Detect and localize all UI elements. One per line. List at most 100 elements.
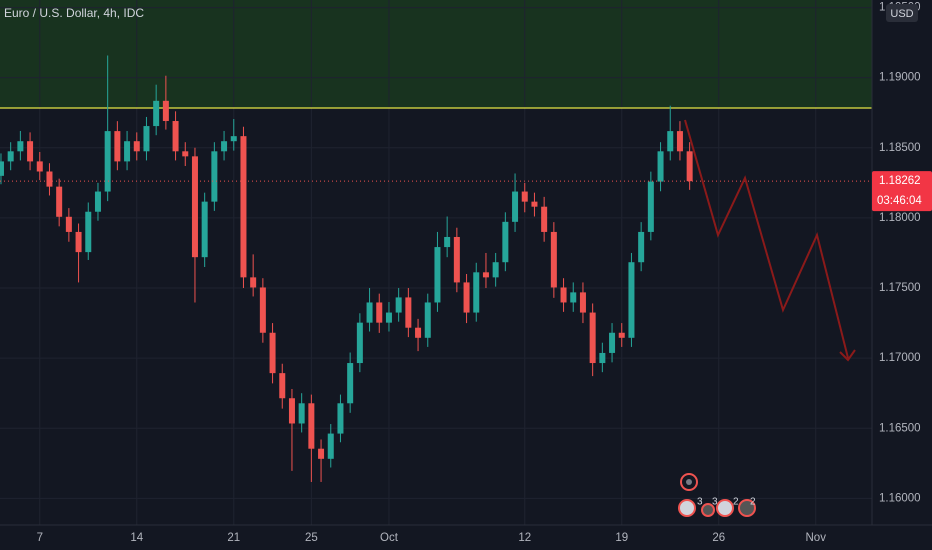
candle-body	[444, 236, 451, 248]
candle-body	[415, 327, 422, 338]
y-tick-label: 1.18500	[879, 142, 921, 154]
candle-body	[657, 151, 664, 182]
candle-body	[482, 272, 489, 278]
x-tick-label: Nov	[806, 532, 827, 544]
x-tick-label: 26	[712, 532, 725, 544]
candle-body	[46, 171, 53, 187]
candle-body	[463, 282, 470, 313]
event-icon[interactable]	[738, 499, 756, 517]
candle-body	[560, 287, 567, 303]
event-count: 3	[697, 497, 703, 508]
candle-body	[85, 211, 92, 253]
candle-body	[570, 292, 577, 303]
projection-arrow	[839, 349, 856, 362]
candle-body	[647, 181, 654, 232]
event-icon[interactable]	[678, 499, 696, 517]
candle-body	[628, 262, 635, 338]
candle-body	[65, 216, 72, 232]
plot	[0, 55, 872, 482]
resistance-zone	[0, 0, 872, 108]
x-tick-label: 19	[615, 532, 628, 544]
candle-body	[473, 272, 480, 313]
chart-title: Euro / U.S. Dollar, 4h, IDC	[4, 6, 144, 20]
candle-body	[133, 141, 140, 152]
candle-body	[405, 297, 412, 328]
event-count: 2	[733, 497, 739, 508]
currency-label[interactable]: USD	[890, 8, 913, 20]
last-price-box	[872, 171, 932, 212]
events: 3 3 2 2	[678, 473, 756, 517]
candle-body	[201, 201, 208, 258]
candle-body	[0, 161, 4, 176]
candle-body	[27, 141, 34, 162]
event-icon-dot	[686, 479, 692, 485]
candle-body	[114, 131, 121, 162]
candle-body	[240, 136, 247, 278]
candle-body	[434, 247, 441, 303]
candle-body	[308, 403, 315, 449]
candle-body	[531, 201, 538, 207]
event-icon[interactable]	[701, 503, 715, 517]
candle-body	[298, 403, 305, 424]
candle-body	[376, 302, 383, 323]
candle-body	[36, 161, 43, 172]
candle-body	[104, 131, 111, 192]
candle-body	[609, 332, 616, 353]
countdown-label: 03:46:04	[877, 195, 922, 207]
candle-body	[211, 151, 218, 202]
candle-body	[589, 312, 596, 364]
candle-body	[686, 151, 693, 182]
candle-body	[395, 297, 402, 313]
candle-body	[541, 206, 548, 232]
candle-body	[124, 141, 131, 162]
candle-body	[17, 141, 24, 152]
candle-body	[288, 398, 295, 424]
candle-body	[7, 151, 14, 162]
x-tick-label: 14	[130, 532, 143, 544]
candle-body	[327, 433, 334, 459]
candle-body	[75, 231, 82, 253]
candle-body	[512, 191, 519, 222]
candle-body	[618, 332, 625, 338]
x-tick-label: Oct	[380, 532, 399, 544]
candle-body	[269, 332, 276, 374]
candle-body	[279, 373, 286, 399]
candle-body	[638, 231, 645, 263]
candle-body	[172, 121, 179, 152]
currency-box[interactable]	[886, 4, 918, 22]
candle-body	[56, 186, 63, 217]
candle-body	[356, 322, 363, 364]
candle-body	[366, 302, 373, 323]
y-tick-label: 1.17000	[879, 352, 921, 364]
candle-body	[492, 262, 499, 278]
y-tick-label: 1.16000	[879, 492, 921, 504]
candle-body	[385, 312, 392, 323]
candle-body	[521, 191, 528, 202]
candle-body	[250, 277, 257, 288]
x-tick-label: 7	[37, 532, 43, 544]
x-tick-label: 21	[227, 532, 240, 544]
candle-body	[424, 302, 431, 338]
y-tick-label: 1.18000	[879, 212, 921, 224]
candle-body	[667, 131, 674, 152]
axes: 1.16000 1.16500 1.17000 1.17500 1.18000 1.185…	[37, 2, 932, 544]
price-axis	[872, 0, 932, 550]
event-count: 2	[750, 497, 756, 508]
candle-body	[337, 403, 344, 434]
candle-body	[153, 100, 160, 127]
event-count: 3	[712, 497, 718, 508]
candle-body	[162, 100, 169, 122]
y-tick-label: 1.19000	[879, 72, 921, 84]
event-icon[interactable]	[716, 499, 734, 517]
y-tick-label: 1.17500	[879, 282, 921, 294]
candle-body	[579, 292, 586, 313]
candle-body	[318, 448, 325, 459]
candle-body	[453, 236, 460, 283]
projection-path	[684, 119, 849, 359]
x-tick-label: 12	[518, 532, 531, 544]
candle-body	[550, 231, 557, 288]
candle-body	[676, 131, 683, 152]
candle-body	[182, 151, 189, 157]
candle-body	[191, 156, 198, 258]
